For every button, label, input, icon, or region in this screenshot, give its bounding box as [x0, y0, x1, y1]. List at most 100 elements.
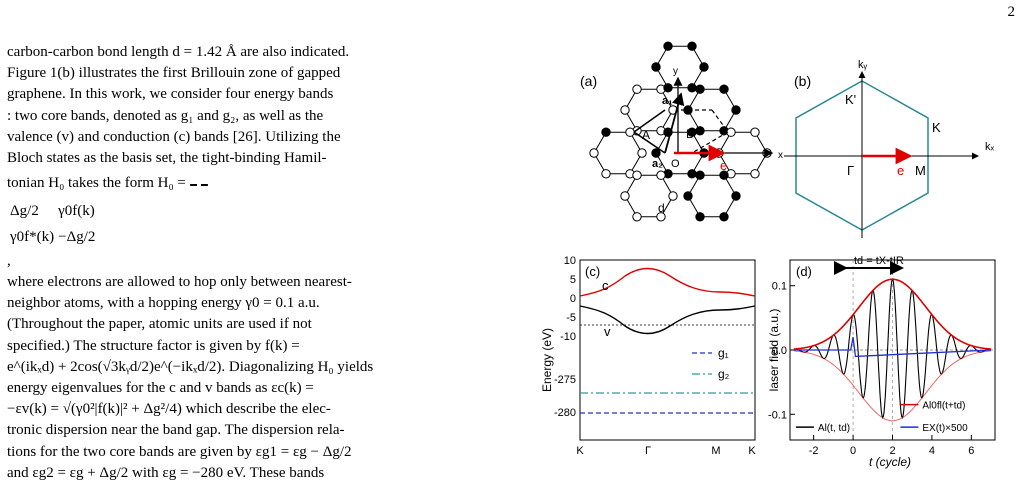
panel-c-label: (c)	[585, 264, 600, 279]
legend-label: Al(t, td)	[818, 423, 850, 434]
unit-cell-edge	[633, 131, 666, 154]
x-tick-label: 4	[929, 445, 935, 457]
atom-a	[731, 105, 741, 115]
point-m: M	[915, 163, 926, 178]
legend-label-g2: g₂	[718, 367, 730, 381]
text-line: graphene. In this work, we consider four…	[7, 86, 334, 103]
atom-a	[695, 126, 705, 136]
x-tick-label: 0	[850, 445, 856, 457]
x-axis-label: x	[778, 150, 783, 161]
band-label-c: c	[602, 278, 609, 293]
atom-label-a: A	[642, 128, 650, 142]
field-label-b: e	[897, 163, 904, 178]
atom-a	[683, 191, 693, 201]
panel-d-label: (d)	[796, 264, 812, 279]
point-k: K	[932, 120, 941, 135]
atom-b	[637, 148, 647, 158]
vector-a1-label: a₁	[662, 95, 673, 107]
atom-label-b: B	[686, 127, 694, 141]
text-line: valence (v) and conduction (c) bands [26…	[7, 128, 341, 145]
x-tick-label: 6	[968, 445, 974, 457]
atom-a	[695, 84, 705, 94]
y-tick-label: -0.1	[768, 409, 787, 421]
tick-label: 5	[570, 274, 576, 286]
matrix-cell: Δg/2	[10, 203, 39, 220]
unit-cell-edge	[633, 109, 666, 133]
x-tick-label: M	[711, 445, 720, 457]
panel-c: (c) Energy (eV) 10 5 0 -5 -10 -275 -280 …	[540, 255, 756, 457]
atom-a	[601, 127, 611, 137]
text-line: : two core bands, denoted as g₁ and g₂, …	[7, 107, 324, 124]
body-text-column: carbon-carbon bond length d = 1.42 Å are…	[7, 42, 526, 484]
matrix-cell: −Δg/2	[58, 228, 96, 245]
text-line: −εv(k) = √(γ0²|f(k)|² + Δg²/4) which des…	[7, 401, 331, 418]
atom-a	[695, 212, 705, 222]
atom-a	[663, 83, 673, 93]
atom-b	[632, 170, 642, 180]
series-xray-pulse	[793, 337, 992, 358]
atom-b	[632, 212, 642, 222]
panel-a-label: (a)	[580, 73, 597, 89]
panel-b-label: (b)	[794, 73, 811, 89]
series-laser-field	[793, 277, 992, 419]
x-tick-label: K	[748, 445, 756, 457]
text-line: tronic dispersion near the band gap. The…	[7, 422, 345, 439]
text-line: energy eigenvalues for the c and v bands…	[7, 380, 314, 397]
conduction-band-curve	[579, 267, 756, 297]
bond-label: d	[658, 201, 665, 215]
text-line: neighbor atoms, with a hopping energy γ0…	[7, 295, 320, 312]
text-line: (Throughout the paper, atomic units are …	[7, 316, 312, 333]
series-envelope	[793, 278, 992, 350]
text-line: tions for the two core bands are given b…	[7, 443, 352, 460]
atom-a	[651, 148, 661, 158]
valence-band-curve	[579, 305, 756, 335]
atom-a	[663, 41, 673, 51]
atom-b	[632, 84, 642, 94]
atom-b	[620, 105, 630, 115]
atom-b	[750, 127, 760, 137]
field-label: e	[720, 158, 727, 173]
y-axis-label: y	[673, 66, 678, 77]
point-k-prime: K'	[845, 92, 856, 107]
hexagon-cell	[624, 174, 674, 218]
atom-b	[589, 148, 599, 158]
vector-a1	[664, 92, 685, 154]
y-tick-label: 0.0	[772, 345, 787, 357]
atom-a	[719, 84, 729, 94]
legend-label-g1: g₁	[718, 346, 729, 360]
matrix-cell: γ0f(k)	[58, 203, 95, 220]
hamiltonian-line: tonian H₀ takes the form H₀ =	[7, 173, 526, 194]
figure-svg: (a) x y e A B O a₁ a₂ d (b)	[540, 41, 996, 469]
x-tick-label: -2	[809, 445, 819, 457]
atom-a	[687, 127, 697, 137]
tick-label: 0	[570, 293, 576, 305]
matrix-cell: γ0f*(k)	[10, 228, 55, 245]
atom-b	[656, 170, 666, 180]
hexagon-cell	[655, 45, 705, 89]
page-number: 2	[1007, 4, 1016, 20]
atom-a	[731, 191, 741, 201]
text-line: Bloch states as the basis set, the tight…	[7, 150, 327, 167]
text-line: where electrons are allowed to hop only …	[7, 274, 352, 291]
text-line: and εg2 = εg + Δg/2 with εg = −280 eV. T…	[7, 464, 325, 481]
hamiltonian-suffix: ,	[7, 252, 11, 269]
x-tick-label: K	[576, 445, 584, 457]
atom-a	[719, 212, 729, 222]
panel-d-ylabel: laser field (a.u.)	[767, 309, 781, 392]
tick-label: -10	[560, 331, 576, 343]
text-line: e^(ikₓd) + 2cos(√3kᵧd/2)e^(−ikₓd/2). Dia…	[7, 358, 374, 375]
text-line: Figure 1(b) illustrates the first Brillo…	[7, 65, 341, 82]
text-line: specified.) The structure factor is give…	[7, 337, 300, 354]
legend-label: EX(t)×500	[922, 423, 968, 434]
hexagon-cell	[687, 174, 737, 218]
atom-a	[687, 169, 697, 179]
panel-b: (b) kᵧ kₓ K' K Γ M e	[784, 59, 995, 238]
panel-d-chart: 0.1 0.0 -0.1 -2 0 2 4 6 Al0fl(t+td) Al(t, td) EX(t…	[768, 260, 995, 457]
panel-d-xlabel: t (cycle)	[869, 455, 911, 469]
band-label-v: v	[604, 324, 611, 339]
x-tick-label: 2	[889, 445, 895, 457]
atom-b	[601, 169, 611, 179]
tick-label: -280	[554, 407, 576, 419]
tick-label: -5	[566, 312, 576, 324]
hamiltonian-prefix: tonian H₀ takes the form H₀ =	[7, 175, 186, 192]
